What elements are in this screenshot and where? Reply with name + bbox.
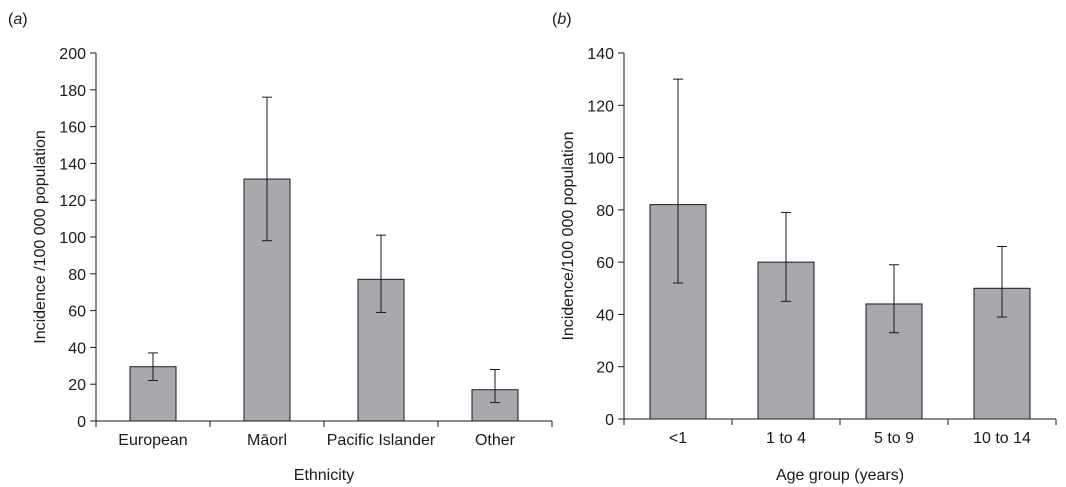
y-tick-label: 40 <box>68 340 86 357</box>
error-bar-1 <box>673 78 683 284</box>
y-tick-label: 140 <box>59 156 86 173</box>
panel-label: (b) <box>552 11 572 28</box>
x-axis-title: Ethnicity <box>294 467 354 484</box>
y-tick-label: 120 <box>587 98 614 115</box>
x-tick-label: Māorl <box>247 432 287 449</box>
y-tick-label: 60 <box>596 255 614 272</box>
error-bar-4 <box>490 368 500 404</box>
y-tick-label: 180 <box>59 83 86 100</box>
x-tick-label: Pacific Islander <box>327 432 436 449</box>
y-tick-label: 100 <box>59 230 86 247</box>
y-tick-label: 100 <box>587 151 614 168</box>
x-tick-label: 1 to 4 <box>766 430 806 447</box>
y-tick-label: 40 <box>596 307 614 324</box>
y-tick-label: 80 <box>596 203 614 220</box>
x-axis-title: Age group (years) <box>776 467 904 484</box>
x-tick-label: 5 to 9 <box>874 430 914 447</box>
x-tick-label: Other <box>475 432 516 449</box>
y-tick-label: 60 <box>68 304 86 321</box>
error-bar-2 <box>781 211 791 302</box>
y-tick-label: 0 <box>605 412 614 429</box>
error-bar-3 <box>889 264 899 334</box>
chart-panel-a: (a) 0 20 40 60 80 100 120 140 160 180 200 European Mā… <box>8 11 553 484</box>
y-tick-label: 20 <box>596 360 614 377</box>
y-tick-label: 120 <box>59 193 86 210</box>
y-axis-title: Incidence/100 000 population <box>560 131 577 340</box>
bar-4 <box>471 389 519 422</box>
error-bar-4 <box>997 245 1007 318</box>
y-tick-label: 140 <box>587 46 614 63</box>
y-axis-title: Incidence /100 000 population <box>32 130 49 344</box>
y-tick-label: 20 <box>68 377 86 394</box>
y-tick-label: 0 <box>77 414 86 431</box>
y-tick-label: 160 <box>59 120 86 137</box>
error-bar-1 <box>148 352 158 382</box>
x-tick-label: 10 to 14 <box>973 430 1031 447</box>
error-bar-2 <box>262 96 272 242</box>
x-tick-label: European <box>118 432 187 449</box>
y-tick-label: 80 <box>68 267 86 284</box>
error-bar-3 <box>376 234 386 313</box>
x-tick-label: <1 <box>669 430 687 447</box>
panel-label: (a) <box>8 11 28 28</box>
chart-panel-b: (b) 0 20 40 60 80 100 120 140 <1 1 to 4 5 to 9 10 to… <box>552 11 1057 484</box>
y-tick-label: 200 <box>59 46 86 63</box>
